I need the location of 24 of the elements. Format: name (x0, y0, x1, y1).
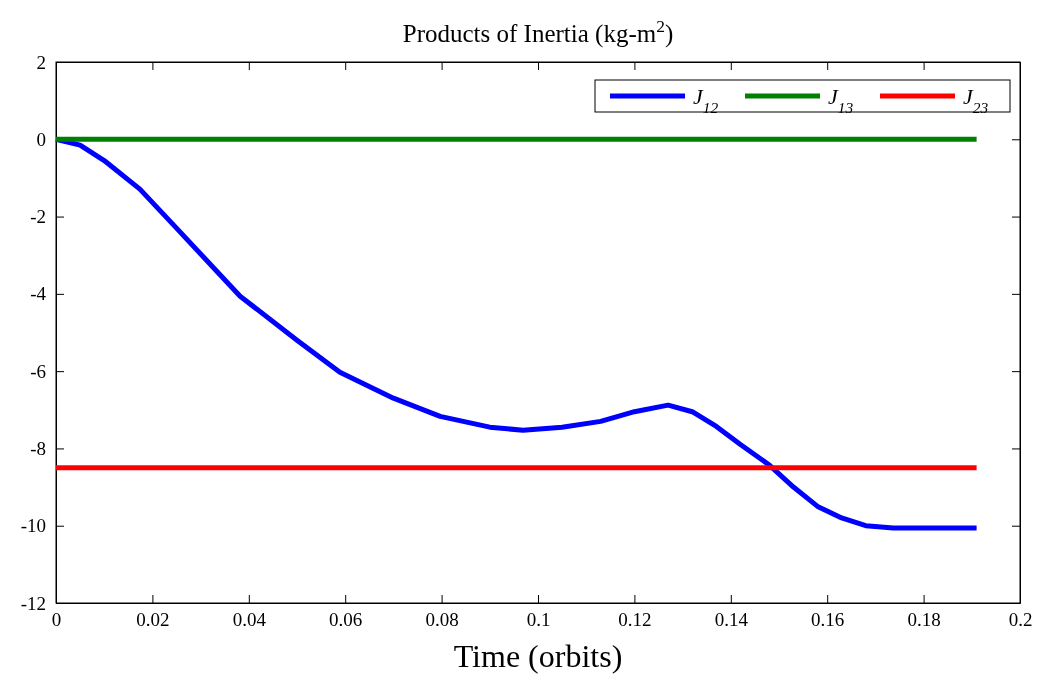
y-tick-label: -2 (30, 206, 46, 228)
x-tick-label: 0.02 (136, 609, 170, 631)
y-tick-label: 0 (36, 128, 46, 150)
x-tick-label: 0.1 (526, 609, 551, 631)
x-tick-label: 0.14 (714, 609, 749, 631)
y-tick-label: -4 (30, 283, 47, 305)
x-tick-label: 0.12 (618, 609, 652, 631)
y-tick-label: 2 (36, 51, 46, 73)
chart-title: Products of Inertia (kg-m$^{2}$) (402, 16, 674, 48)
x-tick-label: 0.16 (811, 609, 845, 631)
legend-label: J$_{23}$ (963, 84, 989, 116)
x-tick-label: 0.2 (1008, 609, 1033, 631)
x-axis-title: Time (orbits) (453, 638, 623, 674)
legend-label: J$_{13}$ (828, 84, 854, 116)
x-tick-label: 0.08 (425, 609, 459, 631)
y-tick-label: -6 (30, 360, 46, 382)
y-tick-label: -8 (30, 438, 46, 460)
x-tick-label: 0.18 (907, 609, 941, 631)
x-tick-label: 0 (51, 609, 62, 631)
y-tick-label: -10 (20, 515, 46, 537)
legend-label: J$_{12}$ (693, 84, 719, 116)
x-tick-label: 0.04 (232, 609, 267, 631)
y-tick-label: -12 (20, 592, 46, 614)
x-tick-label: 0.06 (329, 609, 363, 631)
